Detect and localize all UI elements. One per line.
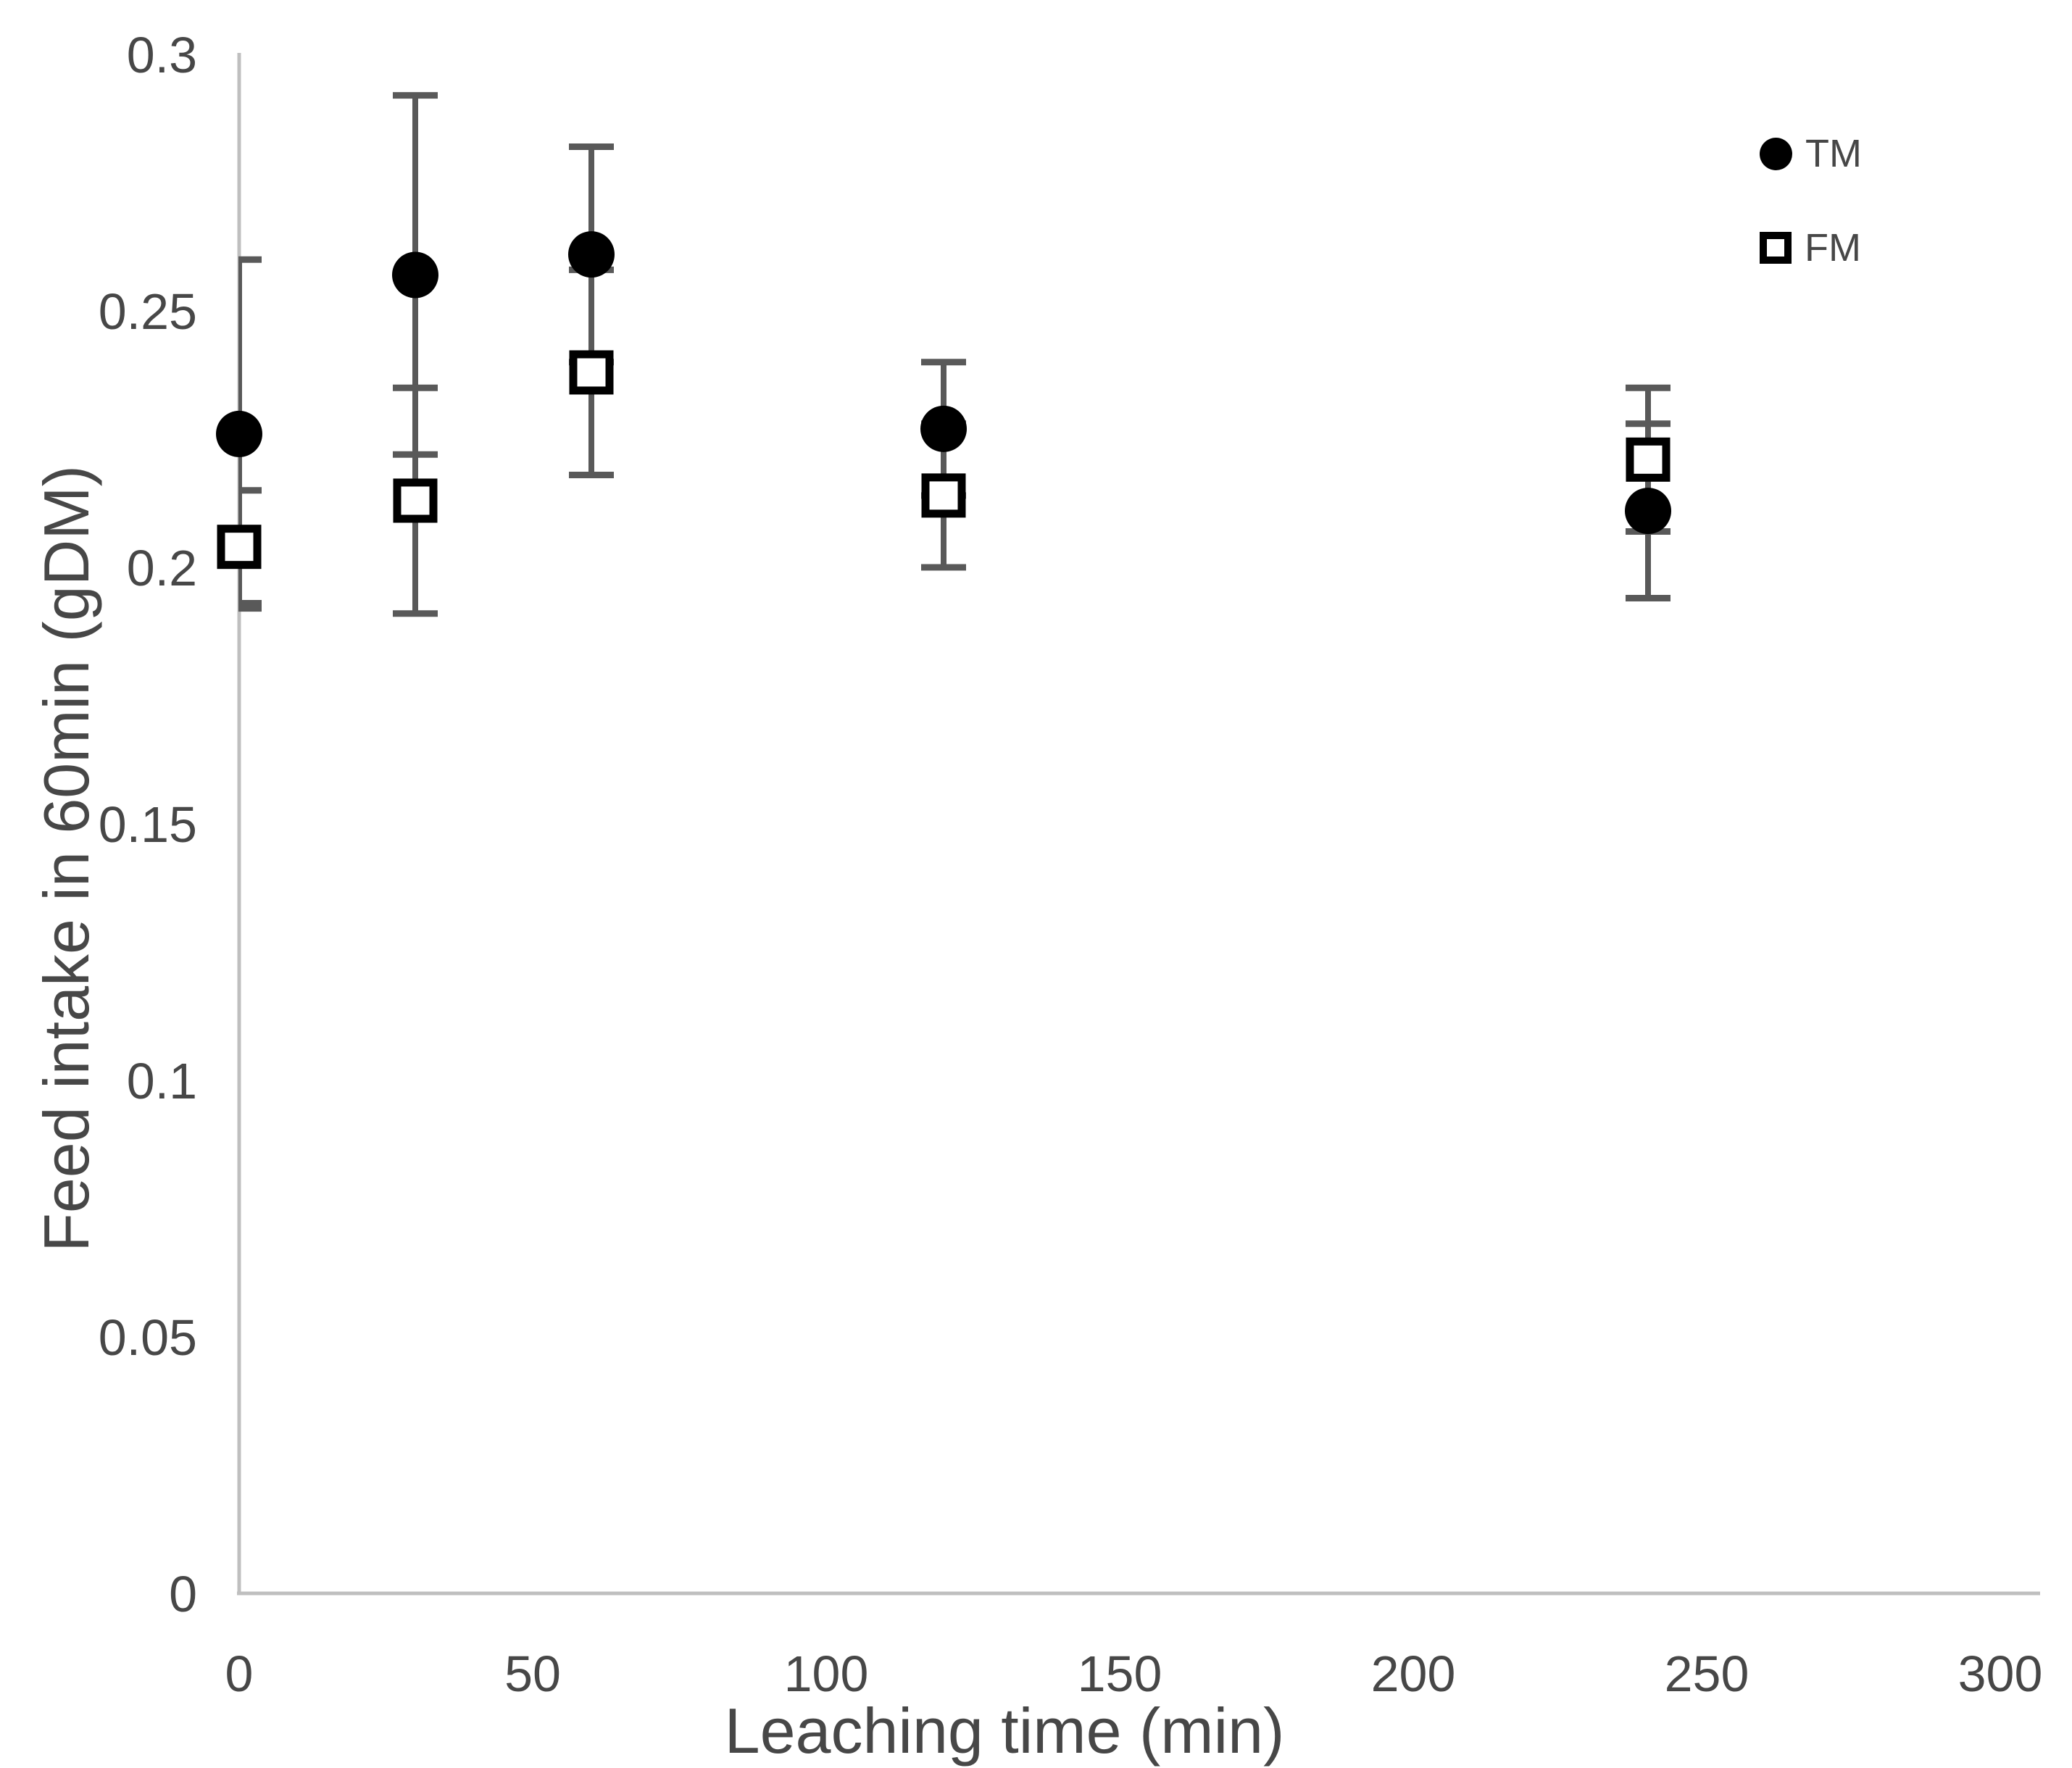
data-point-fm [569,350,614,395]
x-tick-label: 150 [1078,1646,1162,1702]
legend-item-fm: FM [1760,225,1862,270]
error-bars-layer [238,92,1671,617]
x-tick-label: 200 [1371,1646,1456,1702]
legend-label-fm: FM [1805,226,1861,270]
y-tick-label: 0.25 [99,283,197,340]
data-point-fm [217,525,262,570]
y-tick-label: 0.3 [127,27,197,83]
x-tick-label: 50 [504,1646,561,1702]
data-point-tm [1625,488,1671,535]
y-tick-label: 0.1 [127,1053,197,1109]
y-axis-title: Feed intake in 60min (gDM) [30,465,102,1252]
data-point-fm [393,478,438,523]
data-point-tm [568,231,615,278]
x-axis-title: Leaching time (min) [724,1695,1285,1767]
legend-item-tm: TM [1760,131,1862,176]
y-tick-label: 0.15 [99,796,197,853]
series-fm-markers [217,350,1671,570]
legend: TM FM [1760,131,1862,270]
y-tick-label: 0 [169,1566,197,1622]
y-tick-label: 0.05 [99,1309,197,1366]
x-tick-label: 0 [225,1646,254,1702]
filled-circle-marker-icon [1760,137,1792,170]
y-tick-label: 0.2 [127,540,197,596]
data-point-fm [921,473,966,518]
data-point-fm [1626,437,1671,482]
x-tick-label: 250 [1665,1646,1749,1702]
data-point-tm [920,405,967,452]
x-tick-label: 100 [784,1646,869,1702]
open-square-marker-icon [1760,232,1792,264]
series-tm-markers [216,231,1671,535]
data-point-tm [216,410,262,457]
data-point-tm [392,251,438,299]
x-tick-label: 300 [1958,1646,2043,1702]
legend-label-tm: TM [1805,132,1862,175]
